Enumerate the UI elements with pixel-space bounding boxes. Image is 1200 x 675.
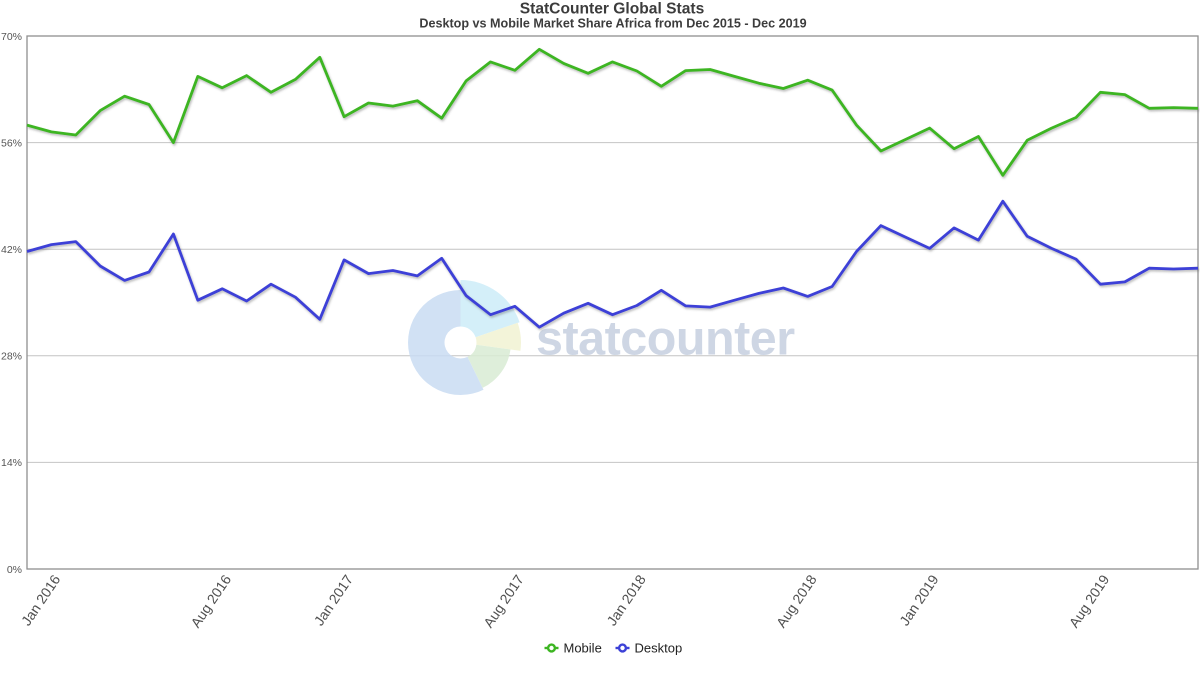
svg-text:0%: 0% — [7, 564, 22, 576]
svg-text:28%: 28% — [1, 351, 22, 363]
svg-text:42%: 42% — [1, 244, 22, 256]
svg-text:70%: 70% — [1, 31, 22, 43]
svg-text:statcounter: statcounter — [536, 312, 795, 366]
svg-text:14%: 14% — [1, 457, 22, 469]
svg-text:Mobile: Mobile — [564, 641, 602, 656]
svg-text:56%: 56% — [1, 137, 22, 149]
svg-text:Desktop vs Mobile Market Share: Desktop vs Mobile Market Share Africa fr… — [419, 17, 806, 31]
svg-text:Desktop: Desktop — [635, 641, 683, 656]
svg-text:StatCounter Global Stats: StatCounter Global Stats — [520, 1, 705, 18]
